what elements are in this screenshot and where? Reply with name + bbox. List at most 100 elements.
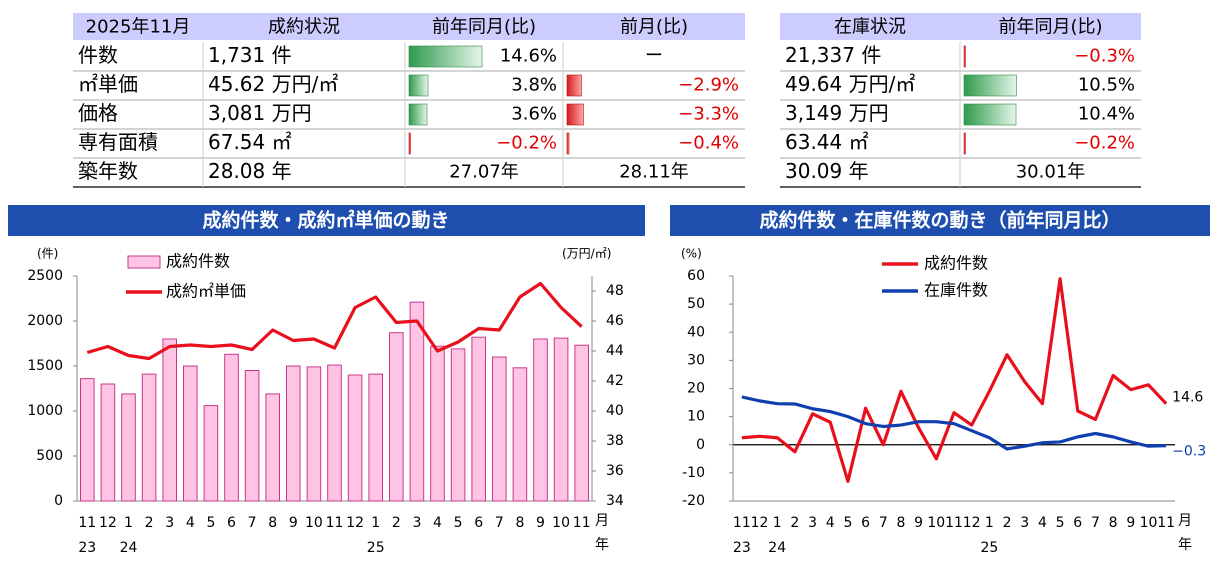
table-bar xyxy=(408,74,429,97)
x-tick-label: 11 xyxy=(573,515,591,531)
y2-tick-label: 48 xyxy=(606,283,624,299)
x-tick-label: 1 xyxy=(985,515,994,531)
x-tick-label: 2 xyxy=(145,515,154,531)
y-tick-label: 10 xyxy=(687,409,705,425)
y-tick-label: 30 xyxy=(687,352,705,368)
table-cell: 件数 xyxy=(78,43,118,67)
y2-tick-label: 38 xyxy=(606,433,624,449)
header-cell: 2025年11月 xyxy=(86,17,191,38)
table-cell: 45.62 万円/㎡ xyxy=(208,72,338,96)
table-value: −0.4% xyxy=(678,133,739,154)
table-bar xyxy=(408,45,483,68)
y-tick-label: 0 xyxy=(54,493,63,509)
x-tick-label: 2 xyxy=(1003,515,1012,531)
table-bar xyxy=(963,103,1017,126)
header-cell: 前月(比) xyxy=(620,17,688,38)
bar xyxy=(162,338,177,502)
x-tick-label: 8 xyxy=(268,515,277,531)
x-tick-label: 12 xyxy=(751,515,769,531)
x-tick-label: 6 xyxy=(1073,515,1082,531)
table-cell: 28.11年 xyxy=(619,162,689,183)
y-axis-label: (件) xyxy=(37,247,58,261)
table-cell: 27.07年 xyxy=(449,162,519,183)
x-unit: 月 xyxy=(595,513,609,529)
table-cell: 3,149 万円 xyxy=(785,101,889,125)
y-tick-label: -10 xyxy=(682,465,705,481)
line xyxy=(86,281,583,361)
bar xyxy=(492,356,507,502)
bar xyxy=(183,365,198,502)
y-axis-label: (%) xyxy=(681,247,702,261)
x-tick-label: 4 xyxy=(826,515,835,531)
x-tick-label: 4 xyxy=(433,515,442,531)
y2-tick-label: 40 xyxy=(606,403,624,419)
x-year-label: 24 xyxy=(768,540,786,556)
y2-tick-label: 46 xyxy=(606,313,624,329)
y-tick-label: 20 xyxy=(687,381,705,397)
x-tick-label: 7 xyxy=(495,515,504,531)
x-tick-label: 11 xyxy=(78,515,96,531)
y-tick-label: 500 xyxy=(36,448,63,464)
table-cell: 3,081 万円 xyxy=(208,101,312,125)
table-bar xyxy=(963,45,966,68)
bar xyxy=(80,378,95,502)
bar xyxy=(265,393,280,502)
header-cell: 前年同月(比) xyxy=(998,17,1102,38)
x-tick-label: 11 xyxy=(945,515,963,531)
x-tick-label: 5 xyxy=(206,515,215,531)
x-tick-label: 7 xyxy=(248,515,257,531)
x-tick-label: 4 xyxy=(186,515,195,531)
x-year-label: 25 xyxy=(980,540,998,556)
header-cell: 成約状況 xyxy=(268,17,340,38)
x-tick-label: 1 xyxy=(124,515,133,531)
x-year-label: 23 xyxy=(733,540,751,556)
table-bar xyxy=(408,132,411,155)
header-cell: 前年同月(比) xyxy=(432,17,536,38)
x-tick-label: 12 xyxy=(99,515,117,531)
bar xyxy=(347,374,363,502)
line xyxy=(741,277,1168,483)
legend-label: 成約件数 xyxy=(166,252,230,271)
table-bar xyxy=(566,74,582,97)
table-value: −0.3% xyxy=(1074,46,1135,67)
y-tick-label: 40 xyxy=(687,324,705,340)
x-tick-label: 3 xyxy=(808,515,817,531)
x-tick-label: 12 xyxy=(963,515,981,531)
end-label: −0.3 xyxy=(1172,444,1206,460)
x-tick-label: 10 xyxy=(927,515,945,531)
table-value: 10.4% xyxy=(1078,104,1135,125)
table-header xyxy=(780,13,1141,40)
x-tick-label: 9 xyxy=(536,515,545,531)
bar xyxy=(430,345,445,502)
chart-title: 成約件数・成約㎡単価の動き xyxy=(202,209,449,232)
table-value: −0.2% xyxy=(496,133,557,154)
table-value: 3.8% xyxy=(511,75,557,96)
x-tick-label: 3 xyxy=(412,515,421,531)
y-tick-label: 2500 xyxy=(27,268,63,284)
bar xyxy=(244,370,260,502)
legend-label: 成約件数 xyxy=(924,254,988,273)
x-tick-label: 8 xyxy=(896,515,905,531)
bar xyxy=(327,364,342,502)
x-tick-label: 11 xyxy=(1157,515,1175,531)
y-tick-label: 1000 xyxy=(27,403,63,419)
table-header xyxy=(73,13,745,40)
x-tick-label: 7 xyxy=(1091,515,1100,531)
table-value: −2.9% xyxy=(678,75,739,96)
y-tick-label: 50 xyxy=(687,296,705,312)
table-cell: ㎡単価 xyxy=(78,72,138,96)
x-tick-label: 11 xyxy=(733,515,751,531)
bar xyxy=(512,367,528,502)
x-tick-label: 7 xyxy=(879,515,888,531)
x-unit: 月 xyxy=(1178,513,1192,529)
x-tick-label: 1 xyxy=(371,515,380,531)
line xyxy=(741,395,1167,451)
x-unit: 年 xyxy=(595,537,609,553)
y2-tick-label: 44 xyxy=(606,343,624,359)
y2-tick-label: 36 xyxy=(606,463,624,479)
bar xyxy=(553,337,569,502)
table-cell: ー xyxy=(645,46,663,67)
table-value: 3.6% xyxy=(511,104,557,125)
bar xyxy=(389,332,404,502)
